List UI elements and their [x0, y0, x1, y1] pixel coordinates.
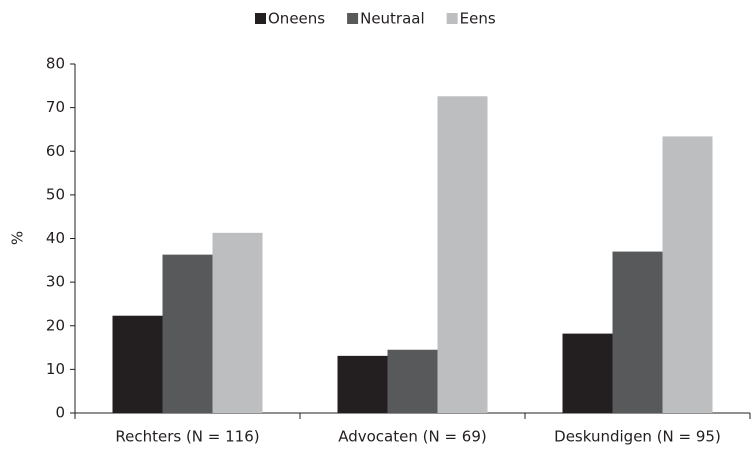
bar	[112, 315, 163, 413]
y-tick-label: 70	[46, 98, 65, 116]
bar	[212, 232, 263, 413]
y-axis-label: %	[9, 231, 27, 245]
x-tick-label: Deskundigen (N = 95)	[554, 428, 721, 446]
y-tick-label: 50	[46, 185, 65, 203]
y-tick-label: 60	[46, 142, 65, 160]
bar	[662, 136, 713, 414]
x-tick-label: Rechters (N = 116)	[115, 428, 259, 446]
y-tick-label: 20	[46, 316, 65, 334]
legend-swatch	[446, 13, 458, 24]
bar	[162, 254, 213, 413]
bar	[337, 355, 388, 413]
legend-label: Neutraal	[360, 10, 425, 28]
legend-label: Oneens	[268, 10, 325, 28]
y-tick-label: 30	[46, 273, 65, 291]
legend-swatch	[255, 13, 266, 24]
y-tick-label: 40	[46, 229, 65, 247]
legend-label: Eens	[460, 10, 496, 28]
bar	[437, 96, 488, 413]
bar	[612, 251, 663, 413]
legend-swatch	[347, 13, 359, 24]
bar	[387, 349, 438, 413]
bar	[562, 333, 613, 413]
y-tick-label: 10	[46, 360, 65, 378]
x-tick-label: Advocaten (N = 69)	[338, 428, 487, 446]
y-tick-label: 80	[46, 55, 65, 73]
y-tick-label: 0	[55, 404, 65, 422]
